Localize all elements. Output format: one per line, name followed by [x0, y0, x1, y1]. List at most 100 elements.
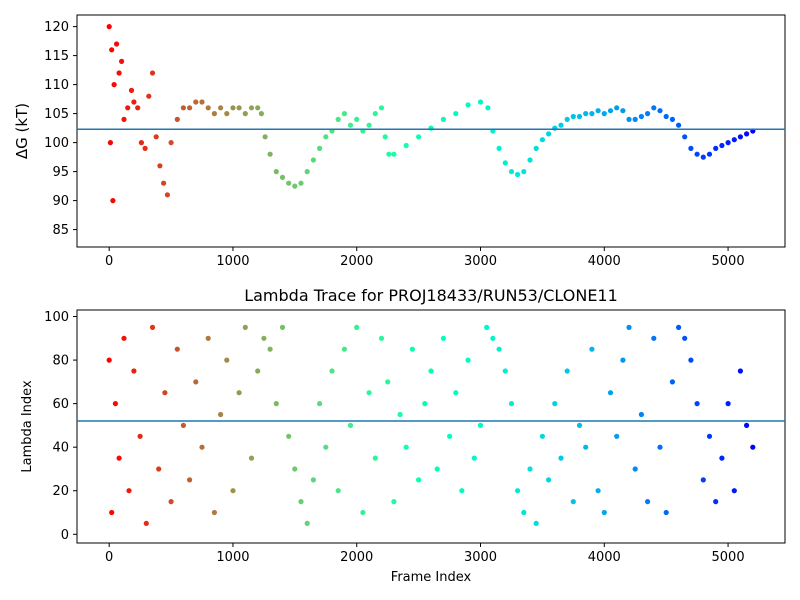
data-point — [725, 401, 731, 407]
data-point — [453, 390, 459, 396]
y-tick-label: 105 — [44, 107, 69, 122]
data-point — [205, 105, 211, 111]
data-point — [211, 111, 217, 117]
data-point — [744, 131, 750, 137]
data-point — [366, 390, 372, 396]
data-point — [109, 509, 115, 516]
data-point — [508, 169, 515, 175]
data-point — [515, 488, 521, 494]
data-point — [694, 151, 700, 157]
data-point — [737, 134, 744, 140]
data-point — [193, 99, 199, 105]
data-point — [620, 108, 626, 114]
data-point — [114, 41, 120, 47]
data-point — [477, 99, 484, 105]
data-point — [218, 411, 224, 418]
data-point — [248, 455, 255, 461]
data-point — [626, 324, 632, 330]
data-point — [258, 111, 264, 117]
data-point — [521, 509, 527, 516]
data-point — [440, 116, 446, 122]
data-point — [304, 169, 310, 175]
data-point — [107, 140, 113, 146]
data-point — [156, 466, 162, 472]
lambda-points — [106, 324, 756, 527]
x-tick-label: 1000 — [216, 254, 249, 269]
data-point — [700, 154, 706, 160]
data-point — [750, 444, 756, 450]
data-point — [485, 105, 491, 111]
x-tick-label: 3000 — [464, 254, 497, 269]
data-point — [360, 509, 366, 516]
data-point — [230, 105, 236, 111]
data-point — [440, 335, 446, 341]
data-point — [595, 488, 601, 494]
data-point — [533, 520, 539, 527]
y-tick-label: 80 — [52, 354, 69, 369]
data-point — [484, 324, 490, 330]
data-point — [126, 488, 132, 494]
data-point — [706, 151, 713, 157]
data-point — [688, 145, 694, 151]
data-point — [713, 499, 719, 505]
data-point — [242, 324, 248, 330]
data-point — [109, 47, 115, 53]
data-point — [341, 111, 347, 117]
data-point — [465, 357, 471, 363]
data-point — [533, 145, 539, 151]
data-point — [187, 477, 193, 483]
dg-points — [106, 24, 756, 204]
data-point — [162, 390, 168, 396]
data-point — [116, 70, 122, 76]
data-point — [731, 137, 737, 143]
data-point — [262, 134, 268, 140]
data-point — [279, 174, 286, 180]
data-point — [558, 122, 564, 128]
data-point — [459, 488, 465, 494]
data-point — [731, 488, 737, 494]
data-point — [341, 346, 347, 352]
data-point — [496, 346, 502, 352]
x-tick-label: 4000 — [588, 254, 621, 269]
data-point — [116, 455, 122, 461]
x-tick-label: 3000 — [464, 550, 497, 565]
data-point — [121, 335, 127, 341]
x-tick-label: 1000 — [216, 550, 249, 565]
data-point — [138, 140, 144, 146]
data-point — [187, 105, 193, 111]
data-point — [135, 105, 141, 111]
data-point — [564, 116, 570, 122]
data-point — [614, 433, 620, 439]
dg-x-ticks: 0 1000 2000 3000 4000 5000 — [105, 247, 745, 269]
data-point — [298, 499, 304, 505]
data-point — [248, 105, 255, 111]
data-point — [651, 335, 657, 341]
data-point — [576, 422, 583, 428]
data-point — [570, 499, 576, 505]
data-point — [607, 390, 614, 396]
data-point — [106, 24, 112, 30]
data-point — [218, 105, 224, 111]
y-tick-label: 110 — [44, 78, 69, 93]
data-point — [180, 105, 186, 111]
data-point — [620, 357, 626, 363]
x-tick-label: 4000 — [588, 550, 621, 565]
x-tick-label: 0 — [105, 254, 113, 269]
data-point — [669, 116, 676, 122]
y-tick-label: 100 — [44, 136, 69, 151]
lambda-x-ticks: 0 1000 2000 3000 4000 5000 — [105, 543, 745, 565]
data-point — [137, 433, 143, 439]
data-point — [267, 151, 273, 157]
data-point — [657, 444, 663, 450]
data-point — [508, 401, 515, 407]
data-point — [317, 401, 323, 407]
y-tick-label: 0 — [61, 528, 69, 543]
data-point — [230, 488, 236, 494]
data-point — [428, 368, 434, 374]
data-point — [317, 145, 323, 151]
data-point — [453, 111, 459, 117]
data-point — [391, 499, 397, 505]
data-point — [502, 368, 508, 374]
data-point — [168, 499, 174, 505]
x-tick-label: 0 — [105, 550, 113, 565]
